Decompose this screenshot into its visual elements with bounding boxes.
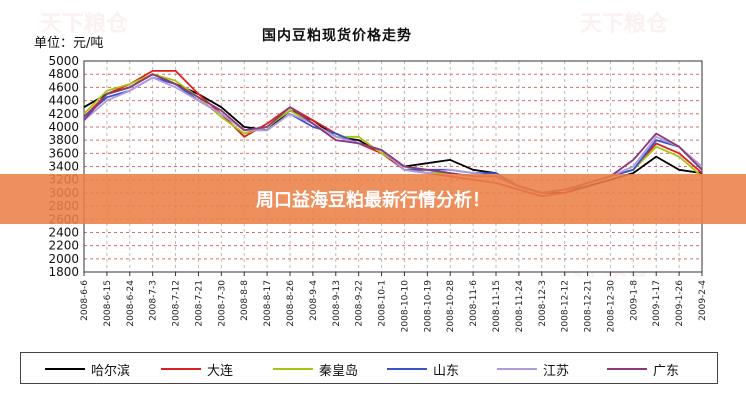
- x-tick-label: 2008-6-24: [126, 280, 136, 327]
- x-tick-label: 2008-7-12: [172, 280, 182, 327]
- x-tick-label: 2009-1-17: [652, 280, 662, 327]
- x-tick-label: 2008-6-15: [103, 280, 113, 327]
- y-tick-label: 2400: [48, 225, 79, 239]
- x-tick-label: 2008-11-6: [469, 280, 479, 327]
- x-tick-label: 2008-7-21: [194, 280, 204, 327]
- legend-label: 广东: [653, 364, 680, 379]
- legend: 哈尔滨 大连 秦皇岛 山东 江苏 广东: [20, 352, 718, 384]
- chart-title: 国内豆粕现货价格走势: [262, 28, 412, 44]
- y-tick-label: 3400: [48, 160, 79, 174]
- legend-label: 江苏: [543, 364, 570, 379]
- y-tick-label: 4000: [48, 120, 79, 134]
- x-tick-label: 2008-8-17: [263, 280, 273, 327]
- x-tick-label: 2009-1-8: [629, 280, 639, 321]
- unit-label: 单位：元/吨: [34, 36, 104, 51]
- legend-label: 山东: [433, 364, 460, 379]
- x-tick-label: 2008-12-12: [561, 280, 571, 332]
- y-tick-label: 4800: [48, 67, 79, 81]
- y-tick-label: 5000: [48, 54, 79, 68]
- x-tick-label: 2008-10-1: [378, 280, 388, 327]
- legend-swatch: [387, 368, 427, 370]
- x-tick-label: 2008-7-30: [217, 280, 227, 327]
- x-tick-label: 2008-7-3: [149, 280, 159, 321]
- x-tick-label: 2008-9-4: [309, 280, 319, 321]
- legend-swatch: [273, 368, 313, 370]
- legend-swatch: [161, 368, 201, 370]
- watermark-2: 天下粮仓: [580, 12, 669, 37]
- x-tick-label: 2009-1-26: [675, 280, 685, 327]
- y-tick-label: 1800: [48, 265, 79, 279]
- x-tick-label: 2008-9-22: [355, 280, 365, 327]
- x-tick-label: 2008-12-3: [538, 280, 548, 327]
- x-tick-label: 2008-12-21: [584, 280, 594, 332]
- legend-swatch: [607, 368, 647, 370]
- legend-label: 秦皇岛: [319, 364, 359, 379]
- y-tick-label: 3800: [48, 133, 79, 147]
- x-tick-label: 2008-10-28: [446, 280, 456, 333]
- x-tick-label: 2008-8-26: [286, 280, 296, 327]
- y-tick-label: 2200: [48, 239, 79, 253]
- y-tick-label: 2000: [48, 252, 79, 266]
- legend-label: 哈尔滨: [91, 364, 131, 379]
- x-tick-label: 2008-11-15: [492, 280, 502, 332]
- x-tick-label: 2008-6-6: [80, 280, 90, 321]
- headline-banner-text: 周口益海豆粕最新行情分析！: [256, 190, 490, 211]
- x-tick-label: 2008-11-24: [515, 280, 525, 333]
- y-tick-label: 4400: [48, 94, 79, 108]
- x-tick-label: 2009-2-4: [698, 280, 708, 321]
- legend-swatch: [497, 368, 537, 370]
- x-tick-label: 2008-10-10: [400, 280, 410, 333]
- headline-banner: [0, 174, 746, 224]
- x-tick-label: 2008-8-8: [240, 280, 250, 321]
- watermark-1: 天下粮仓: [40, 12, 129, 37]
- y-tick-label: 4200: [48, 107, 79, 121]
- x-tick-label: 2008-10-19: [423, 280, 433, 333]
- y-tick-label: 4600: [48, 80, 79, 94]
- y-tick-label: 3600: [48, 146, 79, 160]
- x-tick-label: 2008-12-30: [606, 280, 616, 333]
- legend-label: 大连: [207, 364, 234, 379]
- x-tick-label: 2008-9-13: [332, 280, 342, 327]
- legend-swatch: [45, 368, 85, 370]
